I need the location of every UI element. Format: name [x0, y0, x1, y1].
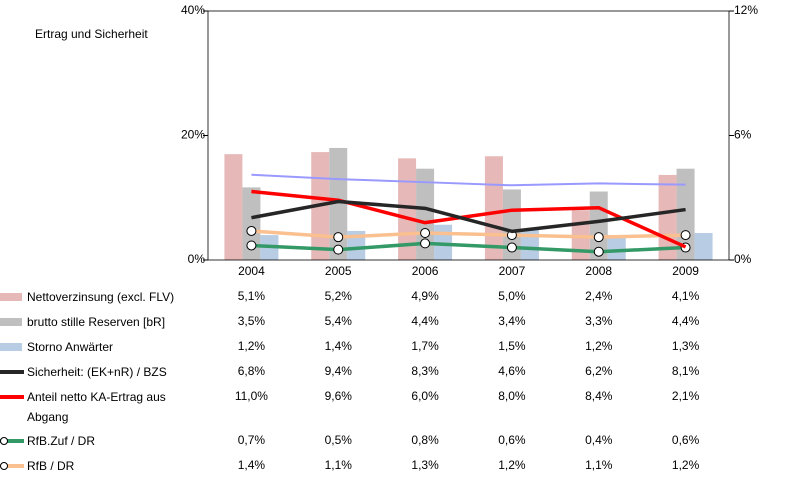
value-label: 6,8%: [238, 364, 266, 378]
value-label: 4,4%: [411, 314, 439, 328]
value-label: 0,7%: [238, 433, 266, 447]
y-tick-label: 0%: [188, 252, 206, 266]
value-label: 1,2%: [585, 339, 613, 353]
value-label: 2,1%: [672, 389, 700, 403]
value-label: 2,4%: [585, 289, 613, 303]
value-label: 0,4%: [585, 433, 613, 447]
legend-label: brutto stille Reserven [bR]: [27, 315, 166, 329]
plot-frame: [207, 10, 730, 261]
value-label: 5,0%: [498, 289, 526, 303]
value-label: 8,4%: [585, 389, 613, 403]
value-label: 5,2%: [325, 289, 353, 303]
marker: [420, 238, 431, 249]
value-label: 1,4%: [238, 458, 266, 472]
legend-label: RfB / DR: [27, 459, 75, 473]
value-label: 0,8%: [411, 433, 439, 447]
line: [251, 173, 686, 187]
value-label: 4,9%: [411, 289, 439, 303]
bar: [224, 154, 243, 260]
legend-label: Nettoverzinsung (excl. FLV): [27, 290, 175, 304]
line: [251, 189, 687, 249]
value-label: 6,0%: [411, 389, 439, 403]
legend-swatch: [0, 293, 22, 301]
value-label: 9,4%: [325, 364, 353, 378]
value-label: 3,4%: [498, 314, 526, 328]
marker: [506, 242, 517, 253]
x-tick-label: 2006: [412, 264, 439, 278]
value-label: 1,1%: [585, 458, 613, 472]
marker: [593, 232, 604, 243]
bar: [484, 156, 503, 260]
line: [251, 229, 686, 239]
x-tick-label: 2008: [585, 264, 612, 278]
marker: [680, 230, 691, 241]
value-label: 0,6%: [498, 433, 526, 447]
line: [251, 199, 686, 234]
value-label: 0,6%: [672, 433, 700, 447]
bar: [520, 228, 539, 260]
value-label: 1,4%: [325, 339, 353, 353]
value-label: 8,0%: [498, 389, 526, 403]
value-label: 1,3%: [672, 339, 700, 353]
y2-tick-label: 6%: [734, 128, 752, 142]
y-tick-label: 20%: [181, 128, 205, 142]
value-label: 4,4%: [672, 314, 700, 328]
value-label: 1,5%: [498, 339, 526, 353]
value-label: 4,1%: [672, 289, 700, 303]
bar: [242, 187, 261, 260]
bar: [502, 189, 521, 260]
value-label: 1,3%: [411, 458, 439, 472]
value-label: 1,2%: [498, 458, 526, 472]
bar: [329, 147, 348, 260]
marker: [333, 232, 344, 243]
value-label: 0,5%: [325, 433, 353, 447]
x-tick-label: 2005: [325, 264, 352, 278]
value-label: 5,1%: [238, 289, 266, 303]
marker: [333, 244, 344, 255]
line: [251, 241, 686, 254]
value-label: 8,1%: [672, 364, 700, 378]
legend-marker: [0, 437, 8, 445]
marker: [593, 246, 604, 257]
value-label: 5,4%: [325, 314, 353, 328]
y-tick-label: 40%: [181, 3, 205, 17]
marker: [246, 225, 257, 236]
legend-label: Sicherheit: (EK+nR) / BZS: [27, 365, 167, 379]
legend-marker: [0, 462, 8, 470]
legend-swatch: [0, 343, 22, 351]
y2-tick-label: 0%: [734, 252, 752, 266]
bar: [416, 168, 435, 260]
value-label: 4,6%: [498, 364, 526, 378]
value-label: 3,5%: [238, 314, 266, 328]
legend-swatch: [0, 318, 22, 326]
y2-tick-label: 12%: [734, 3, 758, 17]
x-tick-label: 2004: [238, 264, 265, 278]
x-tick-label: 2009: [672, 264, 699, 278]
value-label: 1,7%: [411, 339, 439, 353]
legend-label: RfB.Zuf / DR: [27, 434, 96, 448]
value-label: 1,2%: [238, 339, 266, 353]
chart-title: Ertrag und Sicherheit: [35, 27, 148, 41]
bar: [658, 174, 677, 260]
x-tick-label: 2007: [499, 264, 526, 278]
value-label: 9,6%: [325, 389, 353, 403]
bar: [607, 235, 626, 260]
bar: [694, 233, 713, 260]
legend-label: Anteil netto KA-Ertrag aus Abgang: [27, 390, 166, 424]
value-label: 1,2%: [672, 458, 700, 472]
value-label: 3,3%: [585, 314, 613, 328]
value-label: 6,2%: [585, 364, 613, 378]
marker: [246, 240, 257, 251]
marker: [420, 228, 431, 239]
value-label: 8,3%: [411, 364, 439, 378]
value-label: 11,0%: [235, 389, 268, 403]
value-label: 1,1%: [325, 458, 353, 472]
legend-label: Storno Anwärter: [27, 340, 114, 354]
